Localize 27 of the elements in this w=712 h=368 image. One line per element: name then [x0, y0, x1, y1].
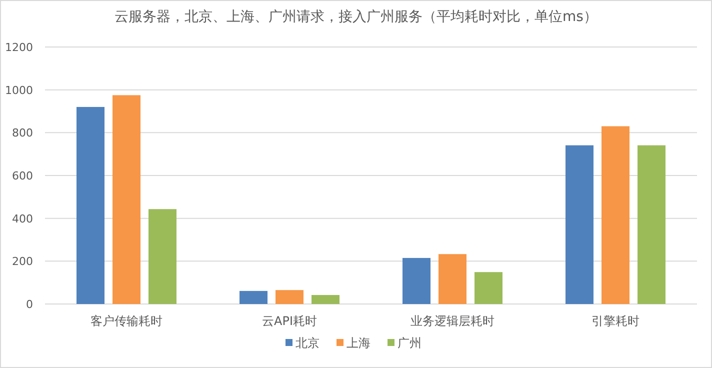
- bar: [638, 145, 666, 304]
- legend-label: 广州: [398, 336, 422, 350]
- legend-label: 上海: [346, 336, 370, 350]
- bar: [474, 272, 502, 304]
- x-tick-label: 客户传输耗时: [90, 314, 162, 328]
- bar: [276, 290, 304, 304]
- bar: [76, 106, 104, 304]
- bar: [438, 254, 466, 304]
- y-tick-label: 1000: [5, 84, 33, 97]
- y-tick-label: 200: [12, 255, 33, 268]
- bar: [602, 126, 630, 304]
- bar: [148, 209, 176, 304]
- y-tick-label: 400: [12, 212, 33, 226]
- y-tick-label: 1200: [5, 41, 33, 54]
- bar: [312, 295, 340, 304]
- legend-label: 北京: [296, 336, 320, 350]
- bar: [402, 258, 430, 304]
- chart-title: 云服务器，北京、上海、广州请求，接入广州服务（平均耗时对比，单位ms）: [114, 9, 598, 25]
- y-tick-label: 800: [12, 126, 33, 140]
- bar: [112, 95, 140, 304]
- x-tick-label: 云API耗时: [262, 314, 317, 328]
- bar: [240, 290, 268, 304]
- y-tick-label: 600: [12, 170, 33, 182]
- x-tick-label: 引擎耗时: [592, 314, 640, 328]
- y-tick-label: 0: [26, 298, 33, 311]
- x-tick-label: 业务逻辑层耗时: [410, 314, 494, 328]
- bar: [566, 145, 594, 304]
